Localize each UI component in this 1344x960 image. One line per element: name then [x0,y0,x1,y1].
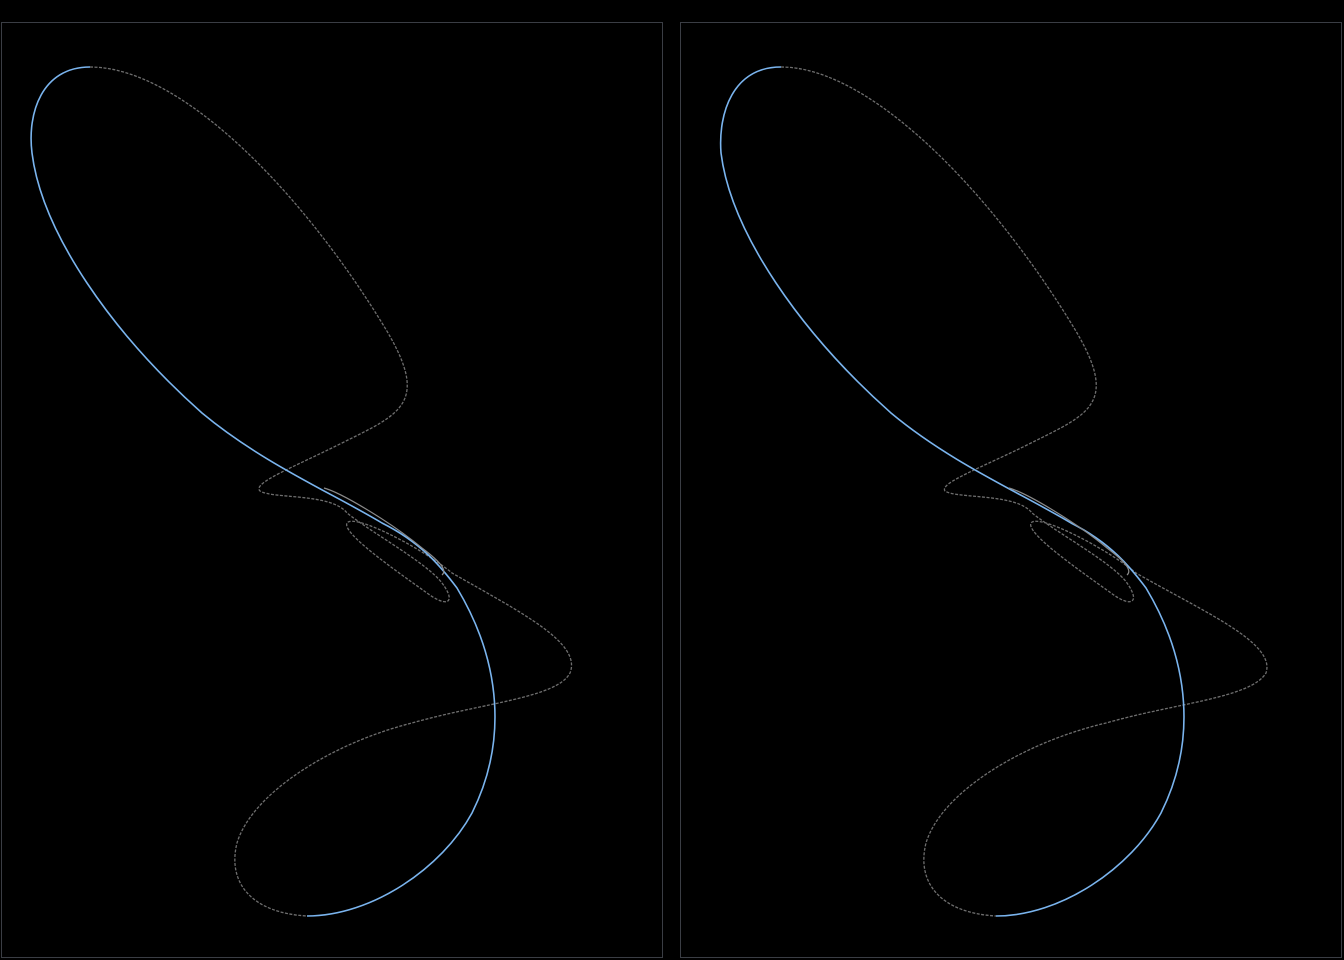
canvas-panel-left [1,22,663,958]
canvas-panel-right [680,22,1342,958]
curve-faint-strand [89,66,573,917]
curve-bright-strand [30,66,496,917]
curve-knot-detail [1008,487,1130,576]
curve-plot-right [719,66,1268,917]
curve-knot-detail [323,487,445,576]
curve-plot-left [30,66,573,917]
curve-faint-strand [780,66,1268,917]
curve-bright-strand [719,66,1185,917]
